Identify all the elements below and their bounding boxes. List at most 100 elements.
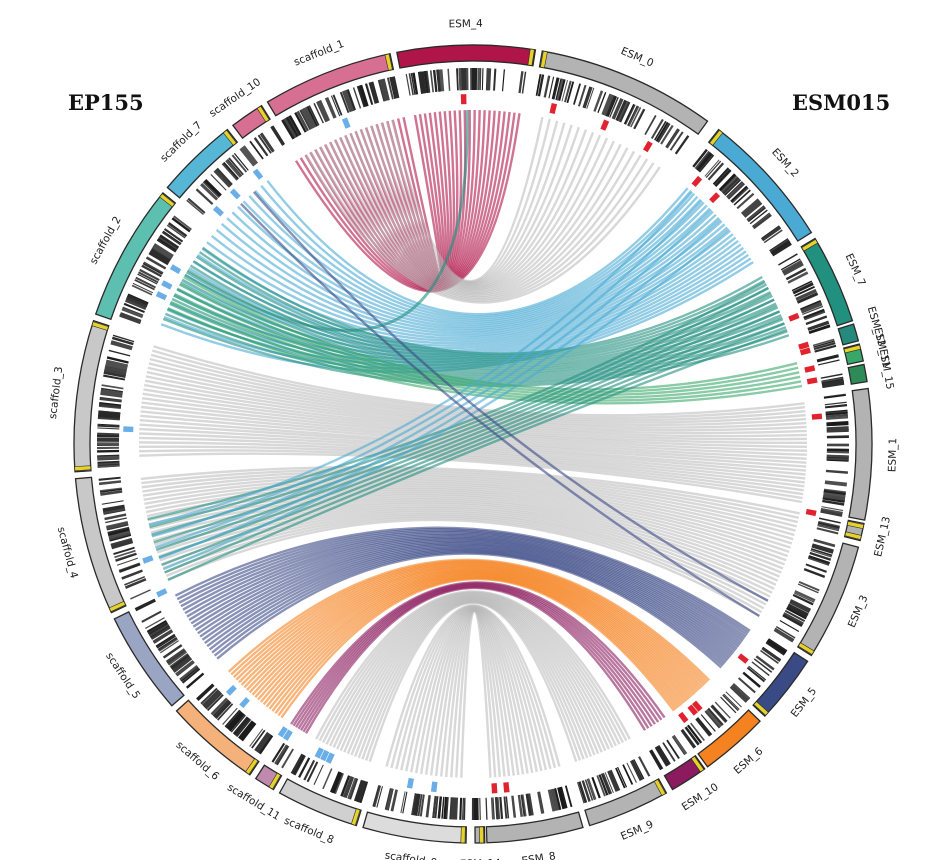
gene-density-bar xyxy=(780,258,801,271)
gene-density-bar xyxy=(169,653,189,668)
gene-density-bar xyxy=(170,654,190,670)
gene-density-bar xyxy=(324,97,337,119)
gene-density-bar xyxy=(615,767,626,789)
marker-blue xyxy=(123,426,134,433)
gene-density-bar xyxy=(718,173,736,191)
gene-density-bar xyxy=(481,68,484,91)
marker-blue xyxy=(406,777,414,789)
telomere-mark xyxy=(91,321,109,331)
gene-density-bar xyxy=(109,533,131,541)
gene-density-bar xyxy=(578,84,587,107)
synteny-link xyxy=(385,604,561,767)
marker-red xyxy=(691,175,703,188)
synteny-link xyxy=(290,581,666,725)
gene-density-bar xyxy=(615,99,627,121)
gene-density-bar xyxy=(347,777,357,800)
gene-density-bar xyxy=(601,773,611,795)
gene-density-bar xyxy=(160,640,179,654)
gene-density-bar xyxy=(751,212,770,227)
gene-density-bar xyxy=(313,102,324,124)
gene-density-bar xyxy=(746,205,766,222)
gene-density-bar xyxy=(826,426,849,433)
synteny-link xyxy=(220,210,714,333)
gene-density-bar xyxy=(823,489,846,496)
marker-red xyxy=(804,365,816,373)
gene-density-bar xyxy=(115,553,137,562)
telomere-mark xyxy=(384,53,393,71)
gene-density-bar xyxy=(162,644,183,659)
marker-blue xyxy=(325,752,335,764)
gene-density-bar xyxy=(123,302,145,313)
telomere-mark xyxy=(753,701,769,716)
gene-density-bar xyxy=(694,150,710,170)
gene-density-bar xyxy=(389,76,400,99)
gene-density-bar xyxy=(441,796,445,819)
gene-density-bar xyxy=(290,753,304,774)
synteny-link xyxy=(252,191,769,602)
gene-density-bar xyxy=(583,86,593,109)
chromosome-label: ESM_9 xyxy=(619,818,655,842)
gene-density-bar xyxy=(163,228,184,243)
synteny-link xyxy=(237,201,705,326)
synteny-link xyxy=(158,310,781,559)
gene-density-bar xyxy=(146,257,166,270)
telomere-mark xyxy=(797,642,815,655)
gene-density-bar xyxy=(425,795,431,818)
gene-density-bar xyxy=(185,672,205,689)
chromosome-label: scaffold_3 xyxy=(47,366,65,420)
gene-density-bar xyxy=(119,312,142,325)
synteny-link xyxy=(186,535,743,644)
marker-blue xyxy=(161,280,173,290)
gene-density-bar xyxy=(826,448,849,452)
marker-red xyxy=(788,312,800,322)
gene-density-bar xyxy=(816,527,839,535)
gene-density-bar xyxy=(793,593,814,605)
gene-density-bar xyxy=(223,161,239,180)
gene-density-bar xyxy=(156,634,177,649)
marker-blue xyxy=(225,684,237,696)
gene-density-bar xyxy=(798,581,820,592)
gene-density-bar xyxy=(802,305,824,315)
synteny-link xyxy=(339,137,615,293)
synteny-link xyxy=(206,547,729,662)
gene-density-bar xyxy=(778,253,798,266)
gene-density-bar xyxy=(700,714,716,732)
ideogram-scaffold-3 xyxy=(73,319,110,473)
gene-density-bar xyxy=(742,199,763,218)
gene-density-bar xyxy=(196,683,214,701)
gene-density-bar xyxy=(466,68,469,91)
gene-density-bar xyxy=(400,791,406,814)
synteny-link xyxy=(144,479,794,541)
gene-density-bar xyxy=(566,81,575,104)
gene-density-bar xyxy=(826,457,849,461)
gene-density-bar xyxy=(158,236,178,251)
synteny-link xyxy=(167,328,788,581)
synteny-link xyxy=(140,410,807,464)
gene-density-bar xyxy=(134,598,156,612)
gene-density-bar xyxy=(528,793,534,816)
gene-density-bar xyxy=(405,73,411,96)
gene-density-bar xyxy=(775,626,796,639)
gene-density-bar xyxy=(135,276,156,289)
gene-density-bar xyxy=(810,549,832,558)
gene-density-bar xyxy=(820,509,843,517)
chromosome-label: ESM_5 xyxy=(789,685,820,719)
gene-density-bar xyxy=(203,178,222,198)
gene-density-bar xyxy=(751,661,770,677)
gene-density-bar xyxy=(781,260,802,273)
gene-density-bar xyxy=(281,748,295,769)
telomere-mark xyxy=(653,779,666,796)
gene-density-bar xyxy=(116,557,139,566)
telomere-mark xyxy=(74,465,92,472)
gene-density-bar xyxy=(731,187,749,204)
gene-density-bar xyxy=(581,780,591,802)
gene-density-bar xyxy=(171,217,191,232)
gene-density-bar xyxy=(228,157,244,176)
gene-density-bar xyxy=(364,83,373,105)
synteny-link xyxy=(147,366,807,429)
gene-density-bar xyxy=(522,794,527,817)
gene-density-bar xyxy=(548,76,555,99)
gene-density-bar xyxy=(167,650,187,666)
gene-density-bar xyxy=(429,70,434,93)
gene-density-bar xyxy=(625,104,636,125)
